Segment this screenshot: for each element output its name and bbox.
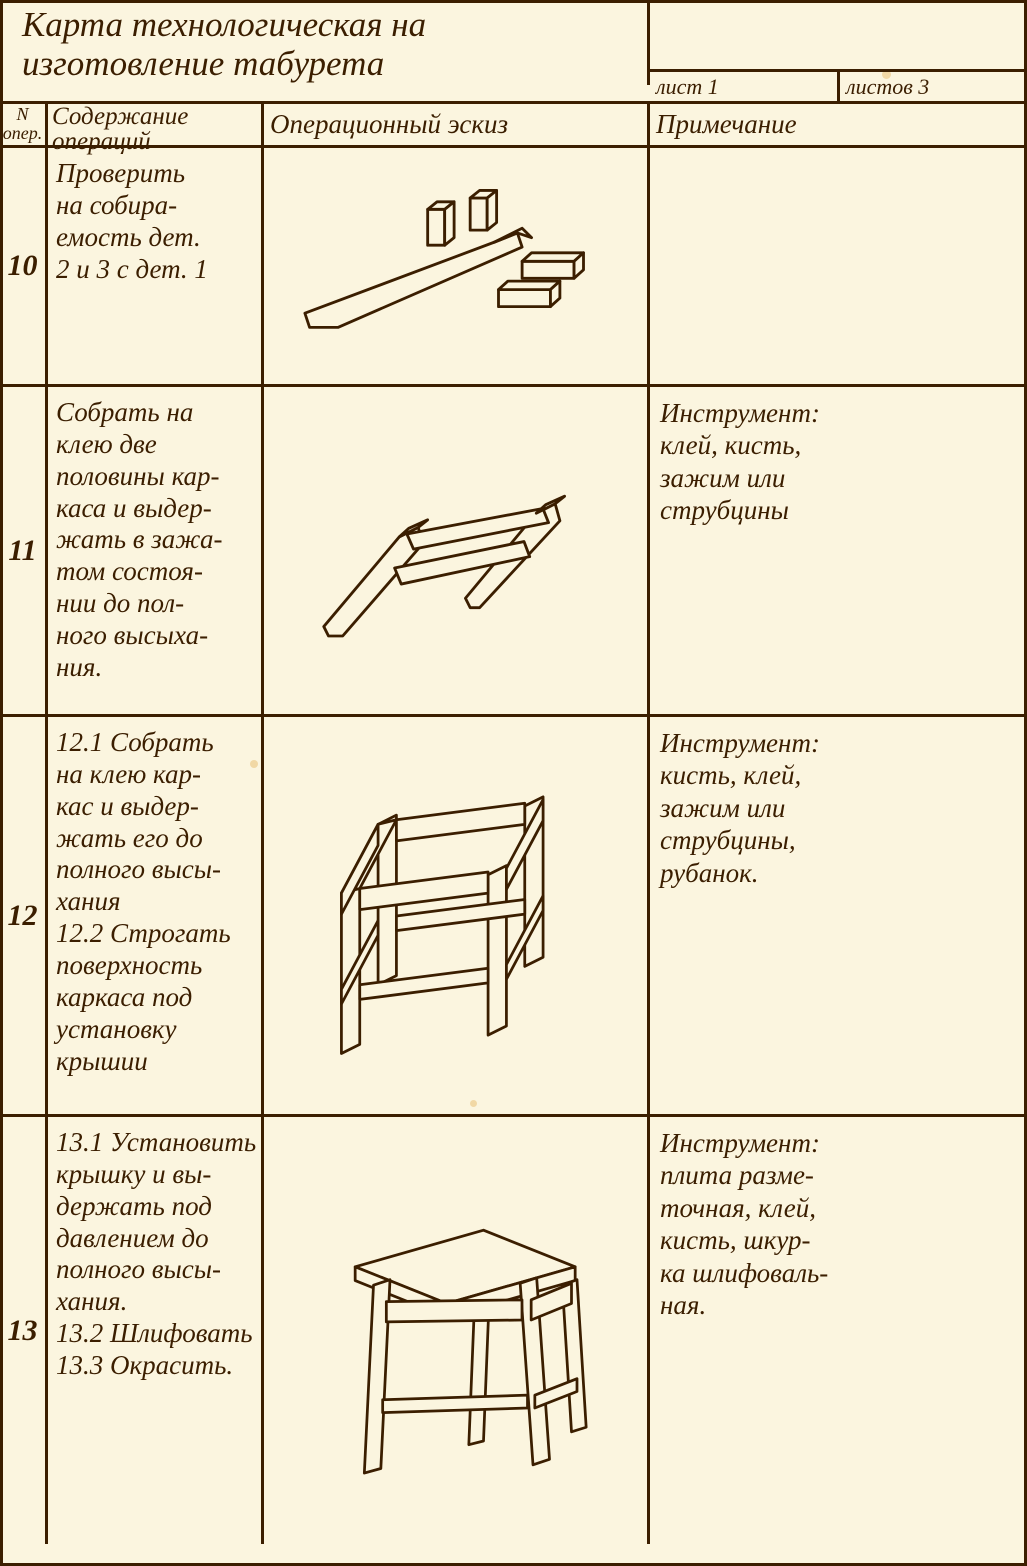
op-number: 12	[0, 717, 48, 1114]
document-title: Карта технологическая на изготовление та…	[0, 0, 650, 85]
op-content: 12.1 Собрать на клею кар- кас и выдер- ж…	[48, 717, 264, 1114]
table-row: 1212.1 Собрать на клею кар- кас и выдер-…	[0, 714, 1027, 1114]
op-content: Собрать на клею две половины кар- каса и…	[48, 387, 264, 714]
title-block: Карта технологическая на изготовление та…	[0, 0, 1027, 104]
sheet-number: лист 1	[650, 72, 840, 101]
op-content: 13.1 Установить крышку и вы- держать под…	[48, 1117, 264, 1544]
op-number: 10	[0, 148, 48, 384]
table-row: 11Собрать на клею две половины кар- каса…	[0, 384, 1027, 714]
header-op-number: N опер.	[0, 104, 48, 145]
op-sketch	[264, 717, 650, 1114]
op-note	[650, 148, 1027, 384]
op-note: Инструмент: плита разме- точная, клей, к…	[650, 1117, 1027, 1544]
op-number: 13	[0, 1117, 48, 1544]
table-body: 10Проверить на собира- емость дет. 2 и 3…	[0, 148, 1027, 1566]
op-note: Инструмент: клей, кисть, зажим или струб…	[650, 387, 1027, 714]
header-note: Примечание	[650, 104, 1027, 145]
table-header-row: N опер. Содержание операций Операционный…	[0, 104, 1027, 148]
sheet-count-row: лист 1 листов 3	[650, 69, 1027, 101]
header-sketch: Операционный эскиз	[264, 104, 650, 145]
table-row: 10Проверить на собира- емость дет. 2 и 3…	[0, 148, 1027, 384]
op-number: 11	[0, 387, 48, 714]
op-sketch	[264, 148, 650, 384]
op-sketch	[264, 1117, 650, 1544]
title-right-block: лист 1 листов 3	[650, 0, 1027, 101]
op-note: Инструмент: кисть, клей, зажим или струб…	[650, 717, 1027, 1114]
op-sketch	[264, 387, 650, 714]
table-row: 1313.1 Установить крышку и вы- держать п…	[0, 1114, 1027, 1544]
op-content: Проверить на собира- емость дет. 2 и 3 с…	[48, 148, 264, 384]
header-op-content: Содержание операций	[48, 104, 264, 145]
technological-card-sheet: Карта технологическая на изготовление та…	[0, 0, 1027, 1566]
sheets-total: листов 3	[840, 72, 1027, 101]
